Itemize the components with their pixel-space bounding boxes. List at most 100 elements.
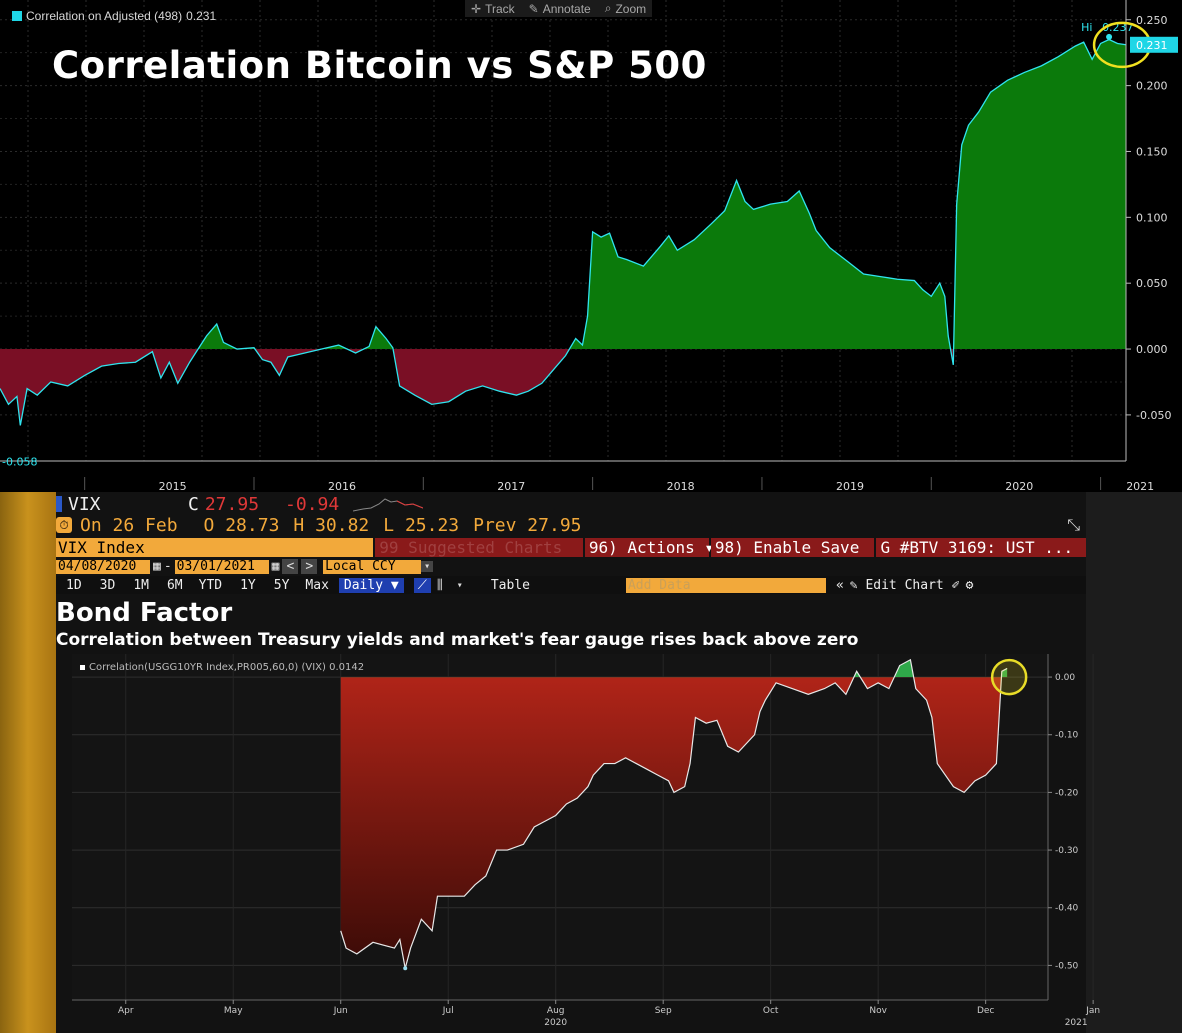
x-tick-label: May: [224, 1006, 243, 1016]
date-dash: -: [163, 559, 172, 574]
currency-dropdown-icon[interactable]: ▾: [421, 561, 434, 572]
edit-chart-label: Edit Chart: [865, 577, 944, 593]
x-year-label: 2021: [1065, 1018, 1088, 1028]
pencil-icon: ✎: [528, 1, 539, 16]
resize-icon[interactable]: ⤡: [1067, 515, 1080, 534]
range-1y[interactable]: 1Y: [240, 577, 256, 593]
track-label: Track: [485, 1, 515, 16]
x-tick-label: 2016: [328, 480, 356, 492]
clock-icon: ⏱: [56, 517, 72, 533]
y-tick-label: -0.50: [1055, 961, 1079, 971]
date-to-input[interactable]: 03/01/2021: [174, 559, 269, 574]
range-1d[interactable]: 1D: [66, 577, 82, 593]
y-tick-label: -0.050: [1136, 409, 1171, 422]
edit-chart-button[interactable]: ✎ Edit Chart: [850, 578, 944, 593]
open-value: O 28.73: [203, 514, 280, 536]
top-legend-value: 0.231: [186, 9, 217, 23]
range-row: 1D 3D 1M 6M YTD 1Y 5Y Max Daily ▼ ⟋ ⫼ ▾ …: [56, 576, 1086, 594]
bond-factor-subtitle: Correlation between Treasury yields and …: [56, 630, 859, 650]
btc-sp500-chart[interactable]: -0.050 0.000 0.050 0.100 0.150 0.200 0.250 2015…: [0, 0, 1182, 492]
range-3d[interactable]: 3D: [99, 577, 116, 593]
x-tick-label: 2021: [1126, 480, 1154, 492]
sparkline: [353, 498, 424, 512]
top-legend: Correlation on Adjusted (498) 0.231: [12, 9, 216, 23]
command-row: VIX Index 99 Suggested Charts 96) Action…: [56, 537, 1086, 558]
right-frame: [1086, 492, 1182, 1033]
change-value: -0.94: [285, 493, 340, 515]
high-point: [1106, 33, 1113, 40]
range-max[interactable]: Max: [305, 577, 329, 593]
line-chart-icon[interactable]: ⟋: [413, 577, 431, 593]
next-period-button[interactable]: >: [301, 559, 318, 574]
high-value: H 30.82: [293, 514, 370, 536]
bar-chart-icon[interactable]: ⫼: [436, 577, 443, 593]
low-value-label: -0.058: [2, 455, 37, 468]
suggested-charts-button[interactable]: 99 Suggested Charts: [375, 538, 583, 557]
chart-type-dropdown-icon[interactable]: ▾: [456, 579, 463, 591]
series-swatch: [12, 11, 22, 21]
frequency-label: Daily: [343, 577, 384, 593]
range-ytd[interactable]: YTD: [198, 577, 223, 593]
y-tick-label: 0.100: [1136, 211, 1168, 224]
quote-row: VIX C 27.95 -0.94: [56, 493, 1086, 515]
annotate-icon[interactable]: ✐: [951, 577, 960, 593]
prev-period-button[interactable]: <: [282, 559, 299, 574]
gold-border: [0, 492, 56, 1033]
x-tick-label: Dec: [977, 1006, 994, 1016]
ticker: VIX: [68, 493, 101, 515]
range-5y[interactable]: 5Y: [273, 577, 290, 593]
bond-factor-title: Bond Factor: [56, 598, 233, 628]
currency-select[interactable]: Local CCY: [323, 559, 422, 574]
x-tick-label: 2018: [667, 480, 695, 492]
low-value: L 25.23: [383, 514, 460, 536]
actions-button[interactable]: 96) Actions ▾: [584, 538, 714, 557]
add-data-input[interactable]: Add Data: [625, 577, 826, 593]
series-line: [0, 38, 1127, 426]
chart-title: Correlation Bitcoin vs S&P 500: [52, 44, 707, 87]
positive-area: [853, 659, 1008, 678]
range-1m[interactable]: 1M: [133, 577, 149, 593]
y-tick-label: -0.20: [1055, 788, 1079, 798]
negative-area: [0, 349, 1126, 426]
x-tick-label: Oct: [763, 1006, 779, 1016]
magnifier-icon: ⌕: [604, 1, 612, 15]
y-tick-label: 0.050: [1136, 277, 1168, 290]
bottom-legend: Correlation(USGG10YR Index,PR005,60,0) (…: [80, 662, 364, 673]
current-value-label: 0.231: [1136, 39, 1168, 52]
zoom-label: Zoom: [615, 1, 647, 16]
close-label: C: [188, 493, 199, 515]
close-value: 27.95: [204, 493, 260, 515]
x-tick-label: Jun: [333, 1006, 348, 1016]
y-tick-label: 0.250: [1136, 14, 1168, 27]
y-tick-label: 0.00: [1055, 673, 1075, 683]
calendar-icon[interactable]: ▦: [271, 559, 280, 574]
settings-icon[interactable]: ⚙: [965, 577, 974, 593]
date-from-input[interactable]: 04/08/2020: [56, 559, 150, 574]
current-value-badge: [1130, 36, 1178, 53]
positive-area: [198, 39, 1126, 350]
index-field[interactable]: VIX Index: [56, 538, 374, 557]
calendar-icon[interactable]: ▦: [153, 559, 161, 574]
hi-label: Hi: [1081, 21, 1092, 34]
negative-area: [340, 677, 1008, 969]
actions-label: 96) Actions: [588, 538, 695, 557]
y-tick-label: -0.40: [1055, 904, 1079, 914]
y-tick-label: 0.200: [1136, 80, 1168, 93]
y-tick-label: 0.150: [1136, 145, 1168, 158]
track-button[interactable]: ✛ Track: [471, 2, 515, 16]
annotate-button[interactable]: ✎ Annotate: [529, 2, 591, 16]
chart-toolbar: ✛ Track ✎ Annotate ⌕ Zoom: [465, 0, 653, 17]
frequency-select[interactable]: Daily ▼: [338, 577, 404, 593]
enable-save-button[interactable]: 98) Enable Save: [710, 538, 875, 557]
bond-factor-panel: VIX C 27.95 -0.94 ⏱ On 26 Feb O 28.73 H …: [0, 492, 1182, 1033]
btv-button[interactable]: G #BTV 3169: UST ...: [876, 538, 1086, 557]
plot-background: [72, 654, 1048, 1000]
table-button[interactable]: Table: [490, 577, 530, 593]
x-tick-label: Nov: [869, 1006, 887, 1016]
x-tick-label: 2015: [159, 480, 187, 492]
top-legend-label: Correlation on Adjusted (498): [26, 9, 183, 23]
ticker-marker: [56, 496, 62, 512]
collapse-icon[interactable]: «: [835, 577, 844, 593]
range-6m[interactable]: 6M: [166, 577, 183, 593]
zoom-button[interactable]: ⌕ Zoom: [605, 1, 646, 16]
